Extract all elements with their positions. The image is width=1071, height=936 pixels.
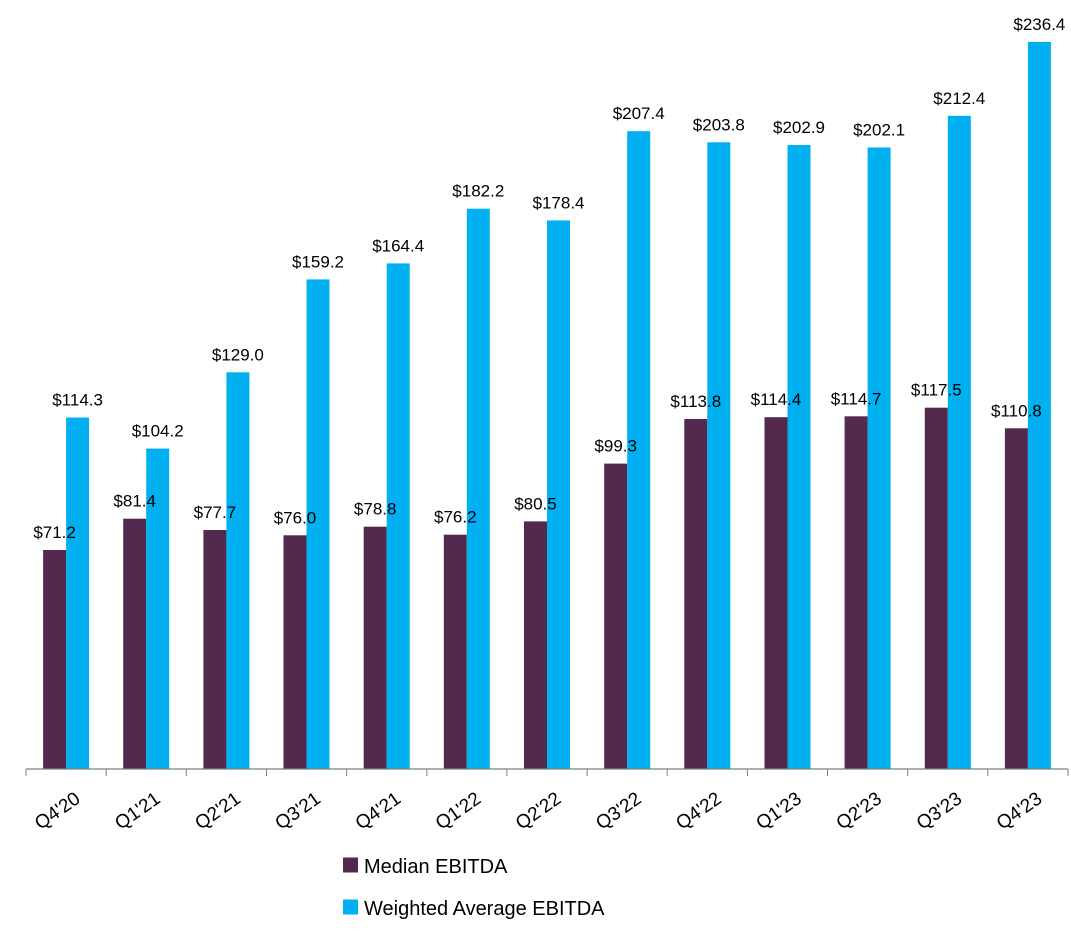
data-labels-layer: $71.2 $114.3 $81.4 $104.2 $77.7 $129.0 $76.0 $1… [33, 15, 1065, 542]
bar-median-Q4'23 [1004, 428, 1028, 769]
data-label-median-Q4'20: $71.2 [33, 523, 76, 542]
data-label-median-Q4'23: $110.8 [991, 401, 1042, 420]
data-label-weighted-Q1'22: $182.2 [452, 182, 504, 201]
x-axis: Q4'20 Q1'21 Q2'21 Q3'21 Q4'21 Q1'22 Q2'22 Q3'22… [25, 768, 1069, 834]
x-tick-label-Q2'21: Q2'21 [192, 788, 245, 834]
data-label-median-Q1'23: $114.4 [751, 390, 802, 409]
data-label-median-Q4'22: $113.8 [670, 392, 721, 411]
data-label-weighted-Q3'23: $212.4 [933, 89, 985, 108]
x-tick-label-Q4'21: Q4'21 [352, 788, 405, 834]
legend: Median EBITDA Weighted Average EBITDA [343, 856, 605, 920]
data-label-weighted-Q4'20: $114.3 [52, 391, 103, 410]
bar-median-Q1'23 [764, 417, 788, 769]
bar-median-Q4'21 [363, 526, 387, 769]
legend-label-median: Median EBITDA [364, 856, 508, 878]
bar-median-Q4'20 [43, 550, 67, 769]
x-tick-label-Q4'23: Q4'23 [993, 788, 1046, 834]
data-label-weighted-Q1'21: $104.2 [132, 422, 184, 441]
data-label-weighted-Q2'22: $178.4 [533, 193, 585, 212]
legend-swatch-weighted [343, 899, 358, 915]
data-label-median-Q1'22: $76.2 [434, 508, 477, 527]
bar-weighted-Q2'22 [547, 220, 570, 769]
bar-weighted-Q1'23 [787, 145, 811, 769]
bar-weighted-Q3'22 [627, 131, 651, 769]
data-label-weighted-Q4'22: $203.8 [693, 115, 745, 134]
bar-weighted-Q4'21 [386, 263, 410, 769]
x-tick-label-Q3'22: Q3'22 [592, 788, 645, 834]
legend-label-weighted: Weighted Average EBITDA [364, 898, 605, 920]
data-label-weighted-Q2'23: $202.1 [853, 121, 905, 140]
data-label-median-Q3'22: $99.3 [594, 437, 637, 456]
data-label-weighted-Q4'21: $164.4 [372, 236, 424, 255]
bars-layer [43, 42, 1051, 770]
x-tick-label-Q1'21: Q1'21 [111, 788, 164, 834]
x-tick-label-Q2'22: Q2'22 [512, 788, 565, 834]
bar-weighted-Q2'21 [226, 372, 250, 769]
bar-weighted-Q3'21 [306, 279, 330, 769]
data-label-weighted-Q3'21: $159.2 [292, 252, 344, 271]
bar-median-Q3'23 [924, 407, 948, 769]
data-label-median-Q1'21: $81.4 [113, 492, 156, 511]
bar-weighted-Q4'20 [66, 417, 90, 769]
data-label-weighted-Q3'22: $207.4 [613, 104, 665, 123]
x-tick-label-Q4'22: Q4'22 [672, 788, 725, 834]
data-label-weighted-Q4'23: $236.4 [1013, 15, 1065, 34]
bar-median-Q2'22 [524, 521, 547, 769]
x-tick-label-Q3'21: Q3'21 [272, 788, 325, 834]
bar-median-Q1'21 [123, 518, 147, 769]
legend-swatch-median [343, 857, 358, 873]
x-tick-label-Q2'23: Q2'23 [833, 788, 886, 834]
bar-median-Q2'21 [203, 530, 227, 769]
bar-median-Q1'22 [443, 534, 467, 769]
data-label-median-Q2'22: $80.5 [514, 494, 557, 513]
data-label-weighted-Q2'21: $129.0 [212, 345, 264, 364]
data-label-weighted-Q1'23: $202.9 [773, 118, 825, 137]
bar-median-Q3'21 [283, 535, 307, 769]
bar-weighted-Q2'23 [867, 147, 891, 769]
x-tick-label-Q4'20: Q4'20 [31, 788, 84, 834]
x-tick-label-Q3'23: Q3'23 [913, 788, 966, 834]
data-label-median-Q3'21: $76.0 [274, 508, 317, 527]
data-label-median-Q2'21: $77.7 [194, 503, 237, 522]
bar-weighted-Q4'23 [1027, 42, 1051, 769]
bar-median-Q3'22 [604, 463, 628, 769]
data-label-median-Q4'21: $78.8 [354, 500, 397, 519]
x-tick-label-Q1'22: Q1'22 [432, 788, 485, 834]
data-label-median-Q2'23: $114.7 [831, 389, 882, 408]
bar-weighted-Q1'21 [146, 448, 170, 769]
bar-weighted-Q3'23 [947, 115, 971, 770]
x-tick-label-Q1'23: Q1'23 [753, 788, 806, 834]
bar-weighted-Q4'22 [707, 142, 731, 770]
bar-median-Q4'22 [684, 419, 708, 769]
data-label-median-Q3'23: $117.5 [911, 381, 962, 400]
bar-median-Q2'23 [844, 416, 868, 769]
bar-weighted-Q1'22 [466, 208, 490, 769]
